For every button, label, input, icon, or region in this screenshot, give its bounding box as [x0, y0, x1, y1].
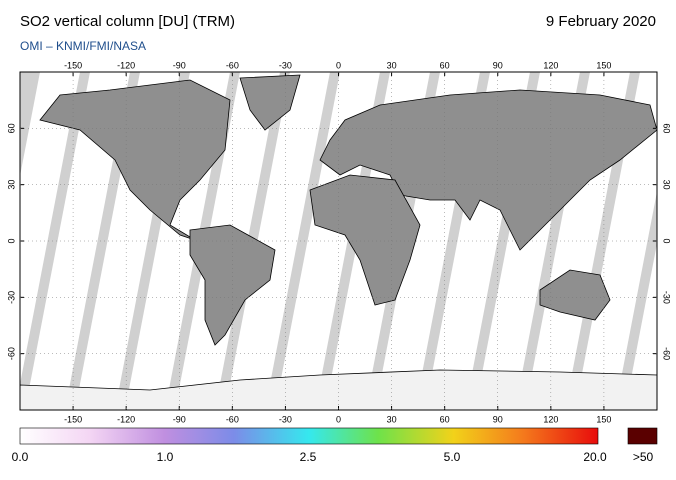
map [20, 72, 657, 410]
lon-tick-label: -120 [117, 414, 135, 424]
lat-tick-label: 30 [662, 180, 672, 190]
colorbar [19, 427, 599, 445]
swath [20, 72, 80, 384]
lat-tick-label: 0 [662, 238, 672, 243]
ticks: -150 -150 -120 -120 -90 -90 -60 -60 -30 -30 0 0 30 30… [6, 60, 671, 424]
colorbar-overflow [627, 427, 658, 445]
lat-tick-label: -60 [6, 347, 16, 360]
title: SO2 vertical column [DU] (TRM) [20, 13, 235, 30]
lon-tick-label: 0 [336, 60, 341, 70]
lon-tick-label: -150 [64, 414, 82, 424]
lon-tick-label: 120 [543, 60, 558, 70]
colorbar-label: 20.0 [583, 450, 607, 464]
swath [25, 72, 130, 410]
greenland [239, 74, 301, 131]
lon-tick-label: 30 [387, 60, 397, 70]
lat-tick-label: 0 [6, 238, 16, 243]
colorbar-label: 5.0 [444, 450, 461, 464]
lat-tick-label: -30 [6, 291, 16, 304]
colorbar-label: 2.5 [300, 450, 317, 464]
lon-tick-label: -90 [173, 414, 186, 424]
lat-tick-label: 60 [662, 123, 672, 133]
swath [225, 72, 330, 410]
swath [625, 243, 657, 410]
lat-tick-label: 60 [6, 123, 16, 133]
lon-tick-label: -120 [117, 60, 135, 70]
lon-tick-label: 60 [440, 414, 450, 424]
lon-tick-label: -90 [173, 60, 186, 70]
colorbar-label: >50 [633, 450, 654, 464]
colorbar-label: 1.0 [157, 450, 174, 464]
australia [539, 269, 611, 321]
lon-tick-label: -30 [279, 60, 292, 70]
lat-tick-label: 30 [6, 180, 16, 190]
lon-tick-label: -60 [226, 414, 239, 424]
subtitle: OMI – KNMI/FMI/NASA [20, 39, 146, 53]
lat-tick-label: -30 [662, 291, 672, 304]
date: 9 February 2020 [546, 13, 656, 30]
lon-tick-label: -150 [64, 60, 82, 70]
lon-tick-label: 90 [493, 414, 503, 424]
lon-tick-label: 120 [543, 414, 558, 424]
lon-tick-label: 150 [596, 414, 611, 424]
lon-tick-label: 30 [387, 414, 397, 424]
north-america [39, 79, 231, 241]
lon-tick-label: -30 [279, 414, 292, 424]
lon-tick-label: 150 [596, 60, 611, 70]
colorbar-label: 0.0 [12, 450, 29, 464]
lon-tick-label: 0 [336, 414, 341, 424]
lon-tick-label: 60 [440, 60, 450, 70]
africa [309, 174, 421, 306]
lat-tick-label: -60 [662, 347, 672, 360]
lon-tick-label: -60 [226, 60, 239, 70]
lon-tick-label: 90 [493, 60, 503, 70]
